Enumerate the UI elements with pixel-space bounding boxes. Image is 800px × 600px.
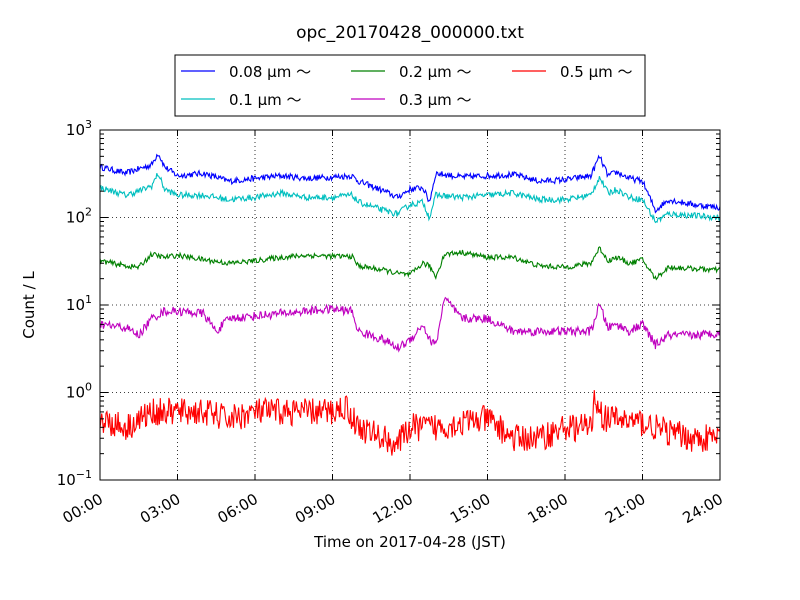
y-tick-label: 103	[66, 118, 92, 139]
chart-title: opc_20170428_000000.txt	[296, 23, 524, 43]
x-tick-label: 15:00	[447, 490, 493, 527]
series-line-0	[99, 153, 721, 214]
x-tick-label: 06:00	[215, 490, 261, 527]
y-axis-label: Count / L	[20, 271, 38, 339]
legend-label: 0.08 μm ～	[229, 63, 311, 81]
x-tick-label: 21:00	[602, 490, 648, 527]
y-tick-label: 100	[66, 381, 92, 402]
legend-label: 0.1 μm ～	[229, 91, 302, 109]
y-tick-label: 10−1	[57, 468, 92, 489]
legend-label: 0.2 μm ～	[399, 63, 472, 81]
series-line-2	[99, 246, 721, 281]
x-tick-label: 03:00	[137, 490, 183, 527]
legend: 0.08 μm ～ 0.1 μm ～ 0.2 μm ～ 0.3 μm ～ 0.5 μm …	[174, 54, 646, 117]
series-group	[99, 153, 721, 456]
y-tick-label: 102	[66, 206, 92, 227]
legend-frame	[174, 54, 646, 117]
series-line-3	[99, 296, 721, 353]
x-tick-label: 24:00	[680, 490, 726, 527]
tick-group: 00:00 03:00 06:00 09:00 12:00 15:00 18:00 21:00…	[57, 118, 726, 527]
legend-label: 0.3 μm ～	[399, 91, 472, 109]
y-tick-label: 101	[66, 293, 92, 314]
series-line-4	[99, 390, 721, 456]
legend-label: 0.5 μm ～	[560, 63, 633, 81]
x-tick-label: 12:00	[370, 490, 416, 527]
grid	[100, 130, 720, 480]
series-line-1	[99, 173, 721, 224]
x-tick-label: 09:00	[292, 490, 338, 527]
x-tick-label: 00:00	[60, 490, 106, 527]
x-tick-label: 18:00	[525, 490, 571, 527]
x-axis-label: Time on 2017-04-28 (JST)	[313, 533, 506, 551]
